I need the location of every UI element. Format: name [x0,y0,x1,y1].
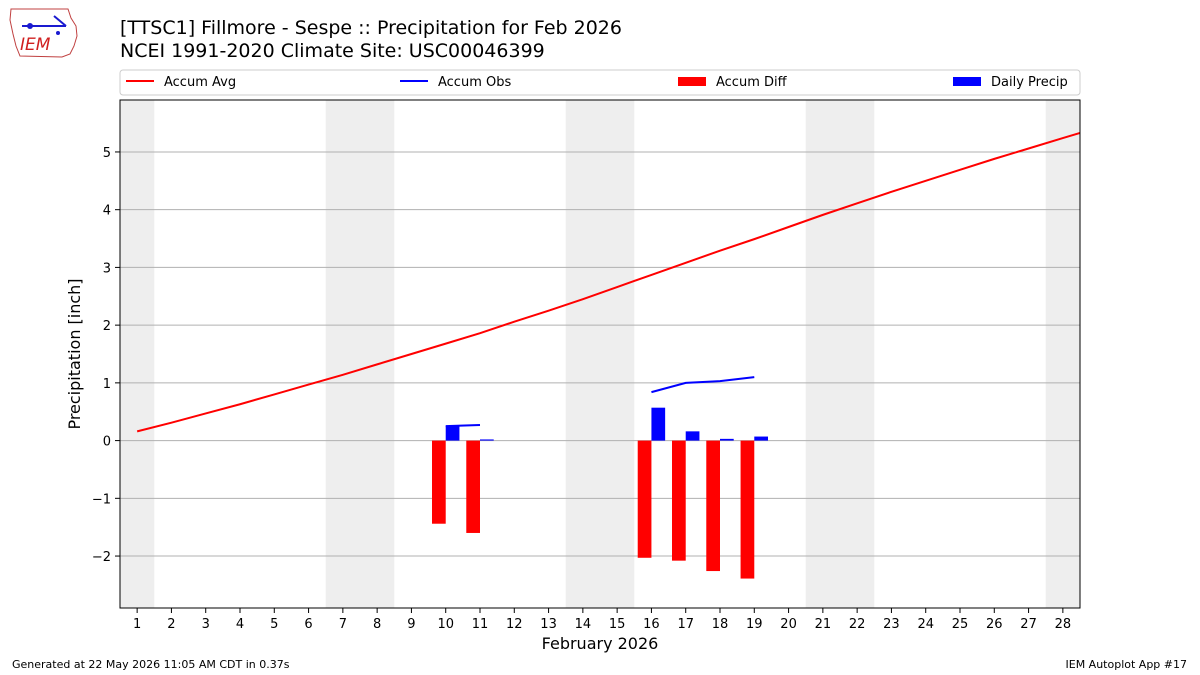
x-tick-label: 26 [986,617,1003,632]
y-tick-label: 1 [103,377,111,392]
x-tick-label: 24 [917,617,934,632]
x-tick-label: 20 [780,617,797,632]
chart-title: [TTSC1] Fillmore - Sespe :: Precipitatio… [120,17,622,39]
x-tick-label: 9 [407,617,415,632]
legend-frame [119,69,1081,96]
y-tick-label: 5 [103,146,111,161]
x-tick-label: 7 [339,617,347,632]
weekend-shade-day-1 [120,100,155,608]
logo-text: IEM [20,35,51,55]
y-tick-label: −1 [92,492,111,507]
x-tick-label: 6 [304,617,312,632]
x-axis-ticks: 1 2 3 4 5 6 7 8 9 10 11 12 13 14 15 16 17 18 19 20 21 22 23 24 2… [133,608,1071,632]
weekend-shade-day-15 [600,100,635,608]
x-tick-label: 17 [677,617,694,632]
x-tick-label: 12 [506,617,523,632]
x-tick-label: 28 [1055,617,1072,632]
legend-label-daily_precip: Daily Precip [991,75,1068,90]
precipitation-chart: 1 2 3 4 5 6 7 8 9 10 11 12 13 14 15 16 17 18 19 20 21 22 23 24 2… [65,69,1081,653]
weekend-shade-day-22 [840,100,875,608]
y-gridlines [120,151,1080,557]
x-tick-label: 23 [883,617,900,632]
accum-obs-line-segment-0 [445,424,481,428]
daily-precip-bar-day-16 [651,407,666,441]
x-tick-label: 27 [1020,617,1037,632]
accum-diff-bar-day-19 [740,440,755,579]
daily-precip-bar-day-17 [685,431,700,441]
legend-label-accum_diff: Accum Diff [716,75,788,90]
x-axis-label: February 2026 [542,634,659,653]
x-tick-label: 21 [815,617,832,632]
x-tick-label: 1 [133,617,141,632]
accum-diff-bar-day-16 [637,440,652,558]
y-axis-ticks: −2 −1 0 1 2 3 4 5 [92,146,120,565]
legend-label-accum_obs: Accum Obs [438,75,511,90]
chart-subtitle: NCEI 1991-2020 Climate Site: USC00046399 [120,40,545,62]
daily-precip-bar-day-11 [480,439,494,441]
x-tick-label: 19 [746,617,763,632]
accum-diff-bar-day-17 [672,440,686,561]
accum-diff-bar-day-10 [432,440,446,524]
iem-logo: IEM [9,8,78,58]
x-tick-label: 5 [270,617,278,632]
y-tick-label: 4 [103,204,111,219]
weekend-shade-day-7 [325,100,360,608]
legend-swatch-daily_precip [953,77,981,86]
legend-swatch-accum_diff [678,77,706,86]
legend-label-accum_avg: Accum Avg [164,75,236,90]
y-tick-label: 3 [103,261,111,276]
y-tick-label: −2 [92,550,111,565]
y-axis-label: Precipitation [inch] [65,278,84,429]
daily-precip-bar-day-10 [445,426,460,441]
x-tick-label: 22 [849,617,866,632]
x-tick-label: 4 [236,617,244,632]
lines [136,131,1081,433]
y-tick-label: 0 [103,435,111,450]
x-tick-label: 15 [609,617,626,632]
x-tick-label: 11 [472,617,489,632]
legend: Accum Avg Accum Obs Accum Diff Daily Precip [119,69,1081,96]
x-tick-label: 16 [643,617,660,632]
x-tick-label: 14 [575,617,592,632]
bars [432,407,768,579]
daily-precip-bar-day-19 [754,436,768,441]
app-note: IEM Autoplot App #17 [1065,658,1188,671]
accum-diff-bar-day-18 [706,440,720,572]
x-tick-label: 3 [202,617,210,632]
x-tick-label: 25 [952,617,969,632]
daily-precip-bar-day-18 [720,438,734,441]
accum-diff-bar-day-11 [466,440,480,533]
generated-note: Generated at 22 May 2026 11:05 AM CDT in… [12,658,290,671]
x-tick-label: 2 [167,617,175,632]
accum-obs-line-segment-1 [651,376,755,394]
x-tick-label: 18 [712,617,729,632]
weekend-shading [120,100,1080,608]
weekend-shade-day-8 [360,100,395,608]
y-tick-label: 2 [103,319,111,334]
weekend-shade-day-28 [1045,100,1080,608]
x-tick-label: 13 [540,617,557,632]
plot-frame [119,99,1081,609]
weekend-shade-day-14 [565,100,600,608]
accum-avg-line [136,131,1081,433]
x-tick-label: 10 [437,617,454,632]
x-tick-label: 8 [373,617,381,632]
weekend-shade-day-21 [805,100,840,608]
